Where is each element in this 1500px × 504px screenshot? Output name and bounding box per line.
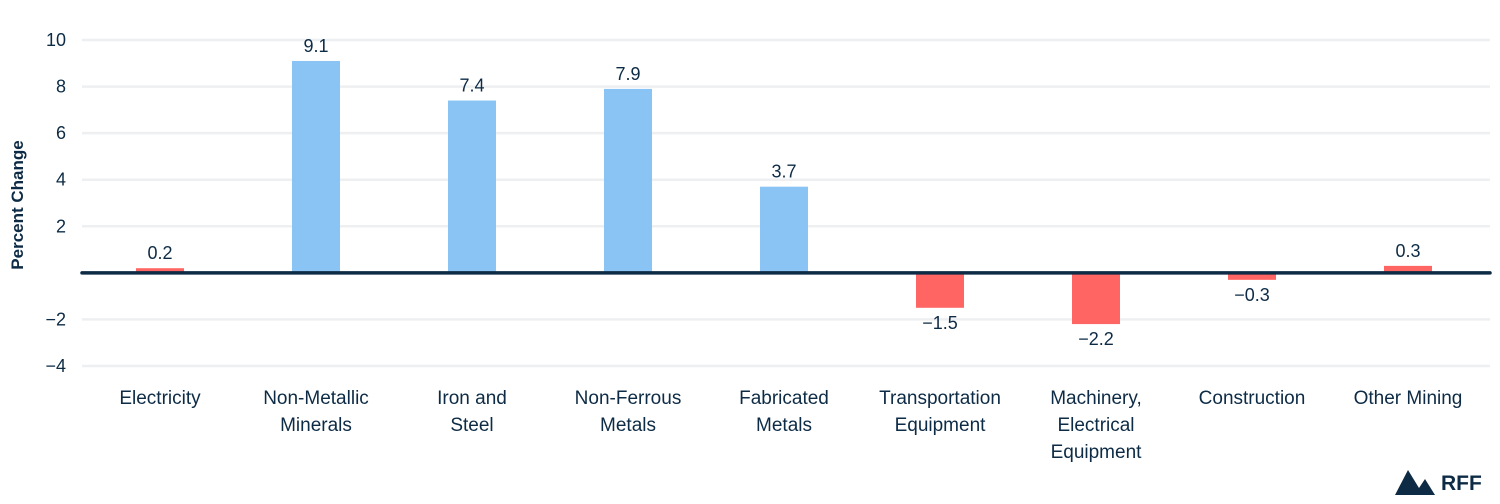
y-tick-label: 10 [46,30,66,50]
y-tick-label: −2 [45,309,66,329]
y-tick-label: 4 [56,170,66,190]
bar [1384,265,1432,273]
x-tick-label: Equipment [1051,442,1143,463]
rff-logo: RFF [1395,470,1482,495]
data-label: 3.7 [771,162,796,182]
bar [1072,272,1120,325]
mountain-icon [1395,470,1435,495]
y-axis-label: Percent Change [8,140,27,269]
x-axis-categories: Electricity Non-Metallic Minerals Iron and S… [119,388,1462,463]
x-tick-label: Electricity [119,388,201,409]
bar [1228,272,1276,280]
data-label: 0.3 [1395,241,1420,261]
y-tick-label: −4 [45,356,66,376]
x-tick-label: Machinery, [1050,388,1142,409]
bar [760,186,808,273]
x-tick-label: Metals [600,415,656,436]
y-tick-label: 6 [56,123,66,143]
data-label: 7.9 [615,64,640,84]
bar [292,60,340,273]
x-tick-label: Minerals [280,415,352,436]
data-label: 0.2 [147,243,172,263]
x-tick-label: Other Mining [1354,388,1463,409]
data-label: 9.1 [303,36,328,56]
bar [136,268,184,273]
x-tick-label: Transportation [879,388,1001,409]
x-tick-label: Non-Metallic [263,388,369,409]
data-label: −1.5 [922,313,958,333]
x-tick-label: Iron and [437,388,507,409]
bars: 0.2 9.1 7.4 7.9 3.7 −1.5 −2.2 −0.3 0.3 [136,36,1432,349]
data-label: 7.4 [459,76,484,96]
x-tick-label: Fabricated [739,388,829,409]
bar [604,88,652,273]
bar [448,100,496,273]
data-label: −0.3 [1234,285,1270,305]
data-label: −2.2 [1078,329,1114,349]
x-tick-label: Electrical [1057,415,1134,436]
y-tick-label: 2 [56,216,66,236]
x-tick-label: Equipment [895,415,987,436]
y-axis-ticks: 10 8 6 4 2 −2 −4 [45,30,66,376]
bar [916,272,964,308]
x-tick-label: Metals [756,415,812,436]
x-tick-label: Non-Ferrous [575,388,682,409]
x-tick-label: Steel [450,415,493,436]
logo-text: RFF [1441,472,1482,495]
x-tick-label: Construction [1199,388,1306,409]
y-tick-label: 8 [56,77,66,97]
